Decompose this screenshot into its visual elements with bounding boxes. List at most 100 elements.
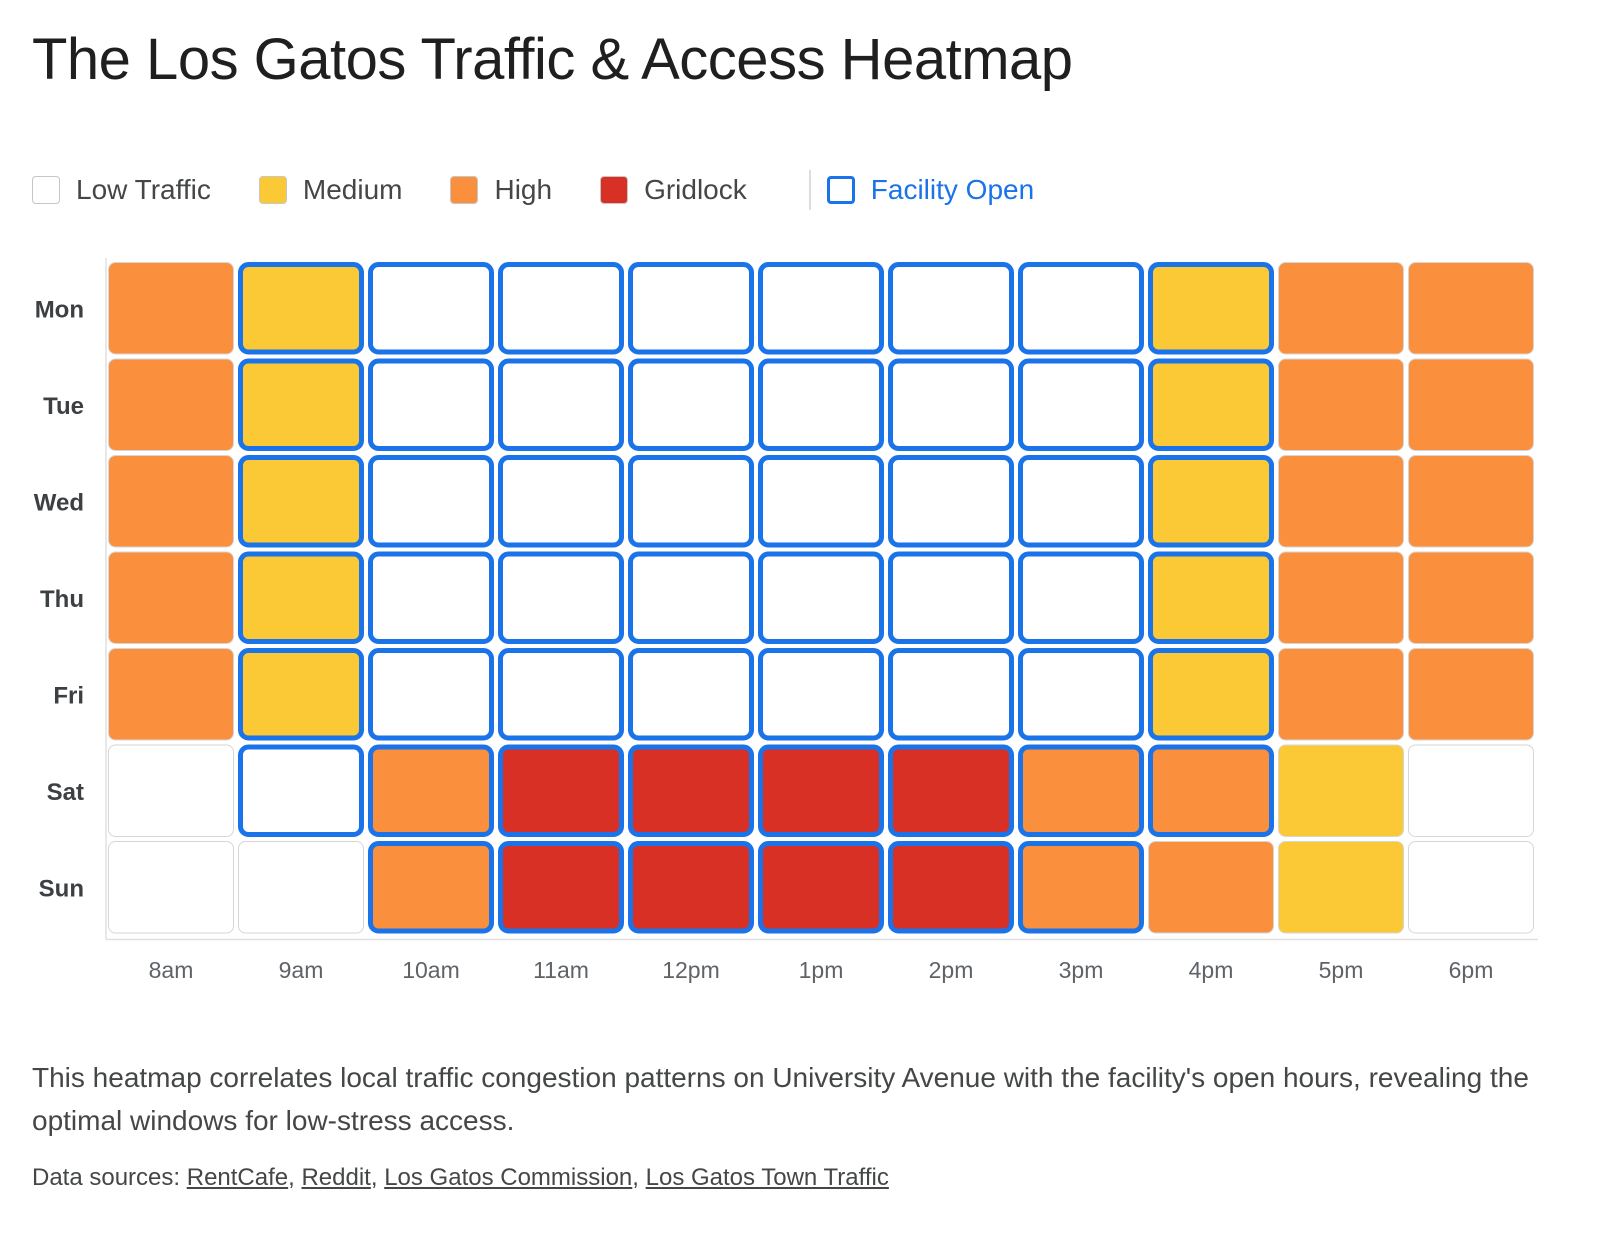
cell-thu-10am <box>368 551 494 644</box>
cell-sat-6pm <box>1408 744 1534 837</box>
cell-wed-2pm <box>888 455 1014 548</box>
cell-sat-5pm <box>1278 744 1404 837</box>
col-label-8am: 8am <box>149 957 194 983</box>
cell-sat-3pm <box>1018 744 1144 837</box>
cell-tue-2pm <box>888 358 1014 451</box>
cell-tue-6pm <box>1408 358 1534 451</box>
legend-item-low: Low Traffic <box>32 174 211 206</box>
cell-sat-9am <box>238 744 364 837</box>
cell-wed-12pm <box>628 455 754 548</box>
cell-tue-8am <box>108 358 234 451</box>
legend-label-low: Low Traffic <box>76 174 211 205</box>
cell-mon-3pm <box>1018 262 1144 355</box>
cell-tue-12pm <box>628 358 754 451</box>
col-label-1pm: 1pm <box>799 957 844 983</box>
cell-sat-1pm <box>758 744 884 837</box>
cell-sat-11am <box>498 744 624 837</box>
cell-mon-5pm <box>1278 262 1404 355</box>
row-label-fri: Fri <box>53 682 84 709</box>
cell-mon-6pm <box>1408 262 1534 355</box>
cell-sun-12pm <box>628 841 754 934</box>
cell-thu-1pm <box>758 551 884 644</box>
cell-tue-4pm <box>1148 358 1274 451</box>
page-title: The Los Gatos Traffic & Access Heatmap <box>32 27 1073 92</box>
source-link-los-gatos-town-traffic[interactable]: Los Gatos Town Traffic <box>645 1164 889 1191</box>
cell-tue-1pm <box>758 358 884 451</box>
cell-wed-5pm <box>1278 455 1404 548</box>
col-label-3pm: 3pm <box>1059 957 1104 983</box>
cell-fri-12pm <box>628 648 754 741</box>
data-sources: Data sources: RentCafe, Reddit, Los Gato… <box>32 1164 889 1191</box>
cell-thu-3pm <box>1018 551 1144 644</box>
cell-mon-10am <box>368 262 494 355</box>
cell-sat-12pm <box>628 744 754 837</box>
cell-sun-8am <box>108 841 234 934</box>
legend-item-facility-open: Facility Open <box>826 174 1035 206</box>
chart-description: This heatmap correlates local traffic co… <box>32 1062 1529 1136</box>
legend-swatch-medium <box>258 176 287 204</box>
cell-thu-2pm <box>888 551 1014 644</box>
legend-label-high: High <box>494 174 553 205</box>
cell-sat-4pm <box>1148 744 1274 837</box>
row-label-sun: Sun <box>39 875 84 902</box>
cell-tue-3pm <box>1018 358 1144 451</box>
cell-thu-8am <box>108 551 234 644</box>
cell-tue-11am <box>498 358 624 451</box>
legend-label-medium: Medium <box>302 174 403 205</box>
col-label-10am: 10am <box>402 957 460 983</box>
cell-thu-9am <box>238 551 364 644</box>
legend-swatch-low <box>32 176 60 204</box>
legend-swatch-high <box>450 176 479 204</box>
cell-sun-11am <box>498 841 624 934</box>
cell-wed-1pm <box>758 455 884 548</box>
row-label-thu: Thu <box>40 586 84 613</box>
heatmap-chart: Mon Tue Wed Thu Fri Sat Sun 8am 9am 10am 11am 12pm 1… <box>34 258 1538 983</box>
row-label-wed: Wed <box>34 489 84 516</box>
cell-tue-5pm <box>1278 358 1404 451</box>
row-label-tue: Tue <box>43 393 84 420</box>
row-label-mon: Mon <box>35 296 84 323</box>
legend-swatch-gridlock <box>600 176 629 204</box>
cell-sun-3pm <box>1018 841 1144 934</box>
cell-mon-4pm <box>1148 262 1274 355</box>
cell-fri-8am <box>108 648 234 741</box>
cell-thu-6pm <box>1408 551 1534 644</box>
cell-mon-9am <box>238 262 364 355</box>
cell-mon-1pm <box>758 262 884 355</box>
legend: Low Traffic Medium High Gridlock Facilit… <box>32 168 1082 212</box>
col-label-11am: 11am <box>533 957 589 983</box>
cell-wed-3pm <box>1018 455 1144 548</box>
cell-fri-2pm <box>888 648 1014 741</box>
cell-wed-11am <box>498 455 624 548</box>
cell-fri-1pm <box>758 648 884 741</box>
cell-fri-9am <box>238 648 364 741</box>
cell-mon-2pm <box>888 262 1014 355</box>
col-label-5pm: 5pm <box>1319 957 1364 983</box>
legend-divider <box>808 170 811 210</box>
cell-thu-5pm <box>1278 551 1404 644</box>
cell-sun-10am <box>368 841 494 934</box>
cell-tue-10am <box>368 358 494 451</box>
col-label-9am: 9am <box>279 957 324 983</box>
source-link-reddit[interactable]: Reddit <box>301 1164 371 1191</box>
cell-sat-2pm <box>888 744 1014 837</box>
cell-wed-10am <box>368 455 494 548</box>
source-link-los-gatos-commission[interactable]: Los Gatos Commission <box>384 1164 633 1191</box>
cell-sat-10am <box>368 744 494 837</box>
cell-wed-6pm <box>1408 455 1534 548</box>
legend-label-facility-open: Facility Open <box>870 174 1035 205</box>
cell-wed-4pm <box>1148 455 1274 548</box>
col-label-12pm: 12pm <box>662 957 720 983</box>
legend-swatch-facility-open <box>826 176 855 204</box>
cell-fri-11am <box>498 648 624 741</box>
cell-sun-6pm <box>1408 841 1534 934</box>
cell-mon-12pm <box>628 262 754 355</box>
col-label-2pm: 2pm <box>929 957 974 983</box>
cell-fri-3pm <box>1018 648 1144 741</box>
cell-fri-4pm <box>1148 648 1274 741</box>
cell-wed-9am <box>238 455 364 548</box>
cell-sun-5pm <box>1278 841 1404 934</box>
col-label-4pm: 4pm <box>1189 957 1234 983</box>
source-link-rentcafe[interactable]: RentCafe <box>186 1164 289 1191</box>
cell-sat-8am <box>108 744 234 837</box>
